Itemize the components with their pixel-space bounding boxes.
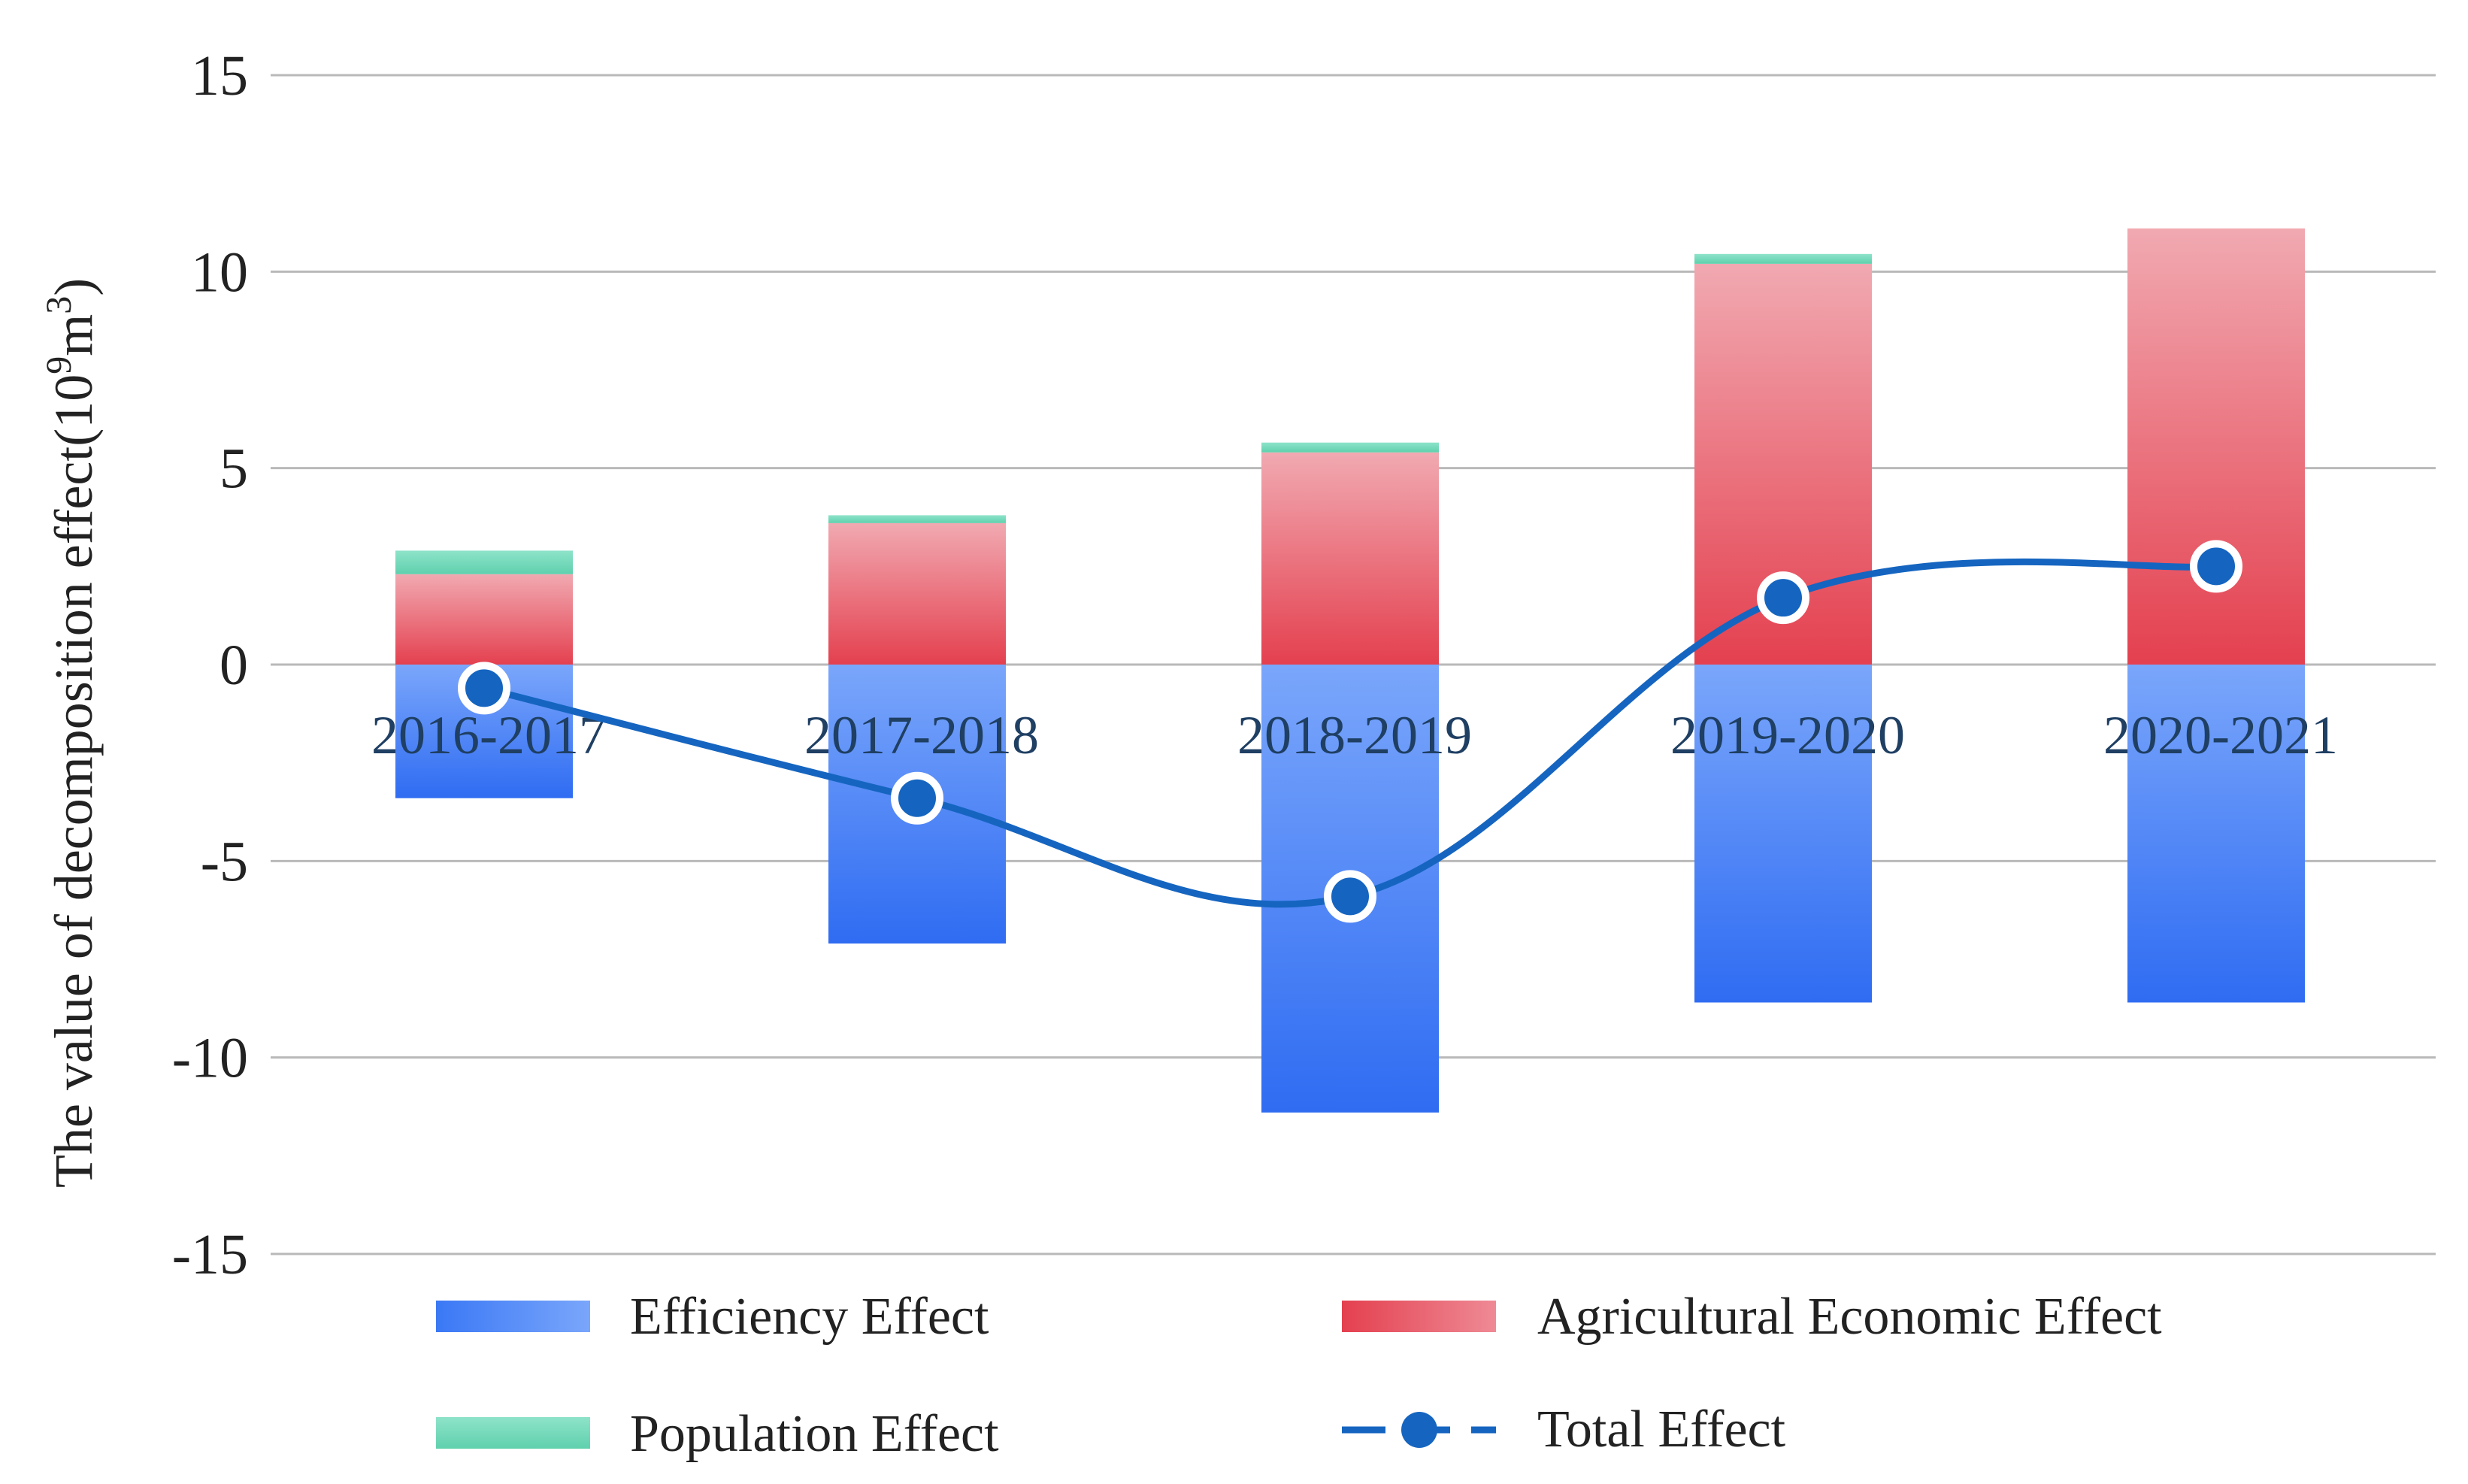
y-tick-label: 0 xyxy=(220,634,248,697)
x-category-label: 2017-2018 xyxy=(804,705,1039,765)
total-effect-point xyxy=(2190,540,2242,593)
y-tick-label: -10 xyxy=(172,1027,248,1090)
legend-label-total: Total Effect xyxy=(1537,1401,1786,1458)
y-tick-label: -5 xyxy=(201,830,248,893)
legend-label-efficiency: Efficiency Effect xyxy=(630,1288,989,1346)
bar-population-effect xyxy=(395,550,573,574)
bar-agricultural-economic-effect xyxy=(395,574,573,665)
bar-efficiency-effect xyxy=(1694,665,1872,1003)
legend: Efficiency Effect Agricultural Economic … xyxy=(436,1288,2162,1463)
total-effect-point xyxy=(1757,571,1809,625)
bar-efficiency-effect xyxy=(2127,665,2305,1003)
bar-agricultural-economic-effect xyxy=(2127,228,2305,665)
bar-population-effect xyxy=(1261,442,1439,453)
legend-swatch-population xyxy=(436,1417,590,1449)
bar-agricultural-economic-effect xyxy=(1261,452,1439,665)
legend-label-population: Population Effect xyxy=(630,1405,999,1463)
legend-swatch-agricultural xyxy=(1342,1301,1496,1332)
x-category-label: 2019-2020 xyxy=(1670,705,1905,765)
total-effect-point xyxy=(458,662,510,715)
legend-swatch-total-marker xyxy=(1401,1412,1437,1448)
y-axis-label: The value of decomposition effect(109m3) xyxy=(39,278,104,1188)
bars xyxy=(395,228,2305,1113)
y-tick-label: 15 xyxy=(191,44,248,108)
x-category-label: 2018-2019 xyxy=(1237,705,1472,765)
y-axis-ticks: 15 10 5 0 -5 -10 -15 xyxy=(172,44,248,1286)
legend-swatch-efficiency xyxy=(436,1301,590,1332)
legend-label-agricultural: Agricultural Economic Effect xyxy=(1537,1288,2162,1346)
x-category-label: 2016-2017 xyxy=(371,705,606,765)
x-category-label: 2020-2021 xyxy=(2103,705,2338,765)
y-tick-label: 5 xyxy=(220,438,248,501)
y-tick-label: -15 xyxy=(172,1223,248,1286)
total-effect-point xyxy=(891,771,943,825)
bar-agricultural-economic-effect xyxy=(828,522,1006,665)
total-effect-line xyxy=(458,540,2242,923)
total-effect-point xyxy=(1324,870,1376,923)
bar-population-effect xyxy=(828,515,1006,523)
category-labels: 2016-2017 2017-2018 2018-2019 2019-2020 2020… xyxy=(371,705,2338,765)
y-tick-label: 10 xyxy=(191,241,248,304)
bar-population-effect xyxy=(1694,253,1872,264)
